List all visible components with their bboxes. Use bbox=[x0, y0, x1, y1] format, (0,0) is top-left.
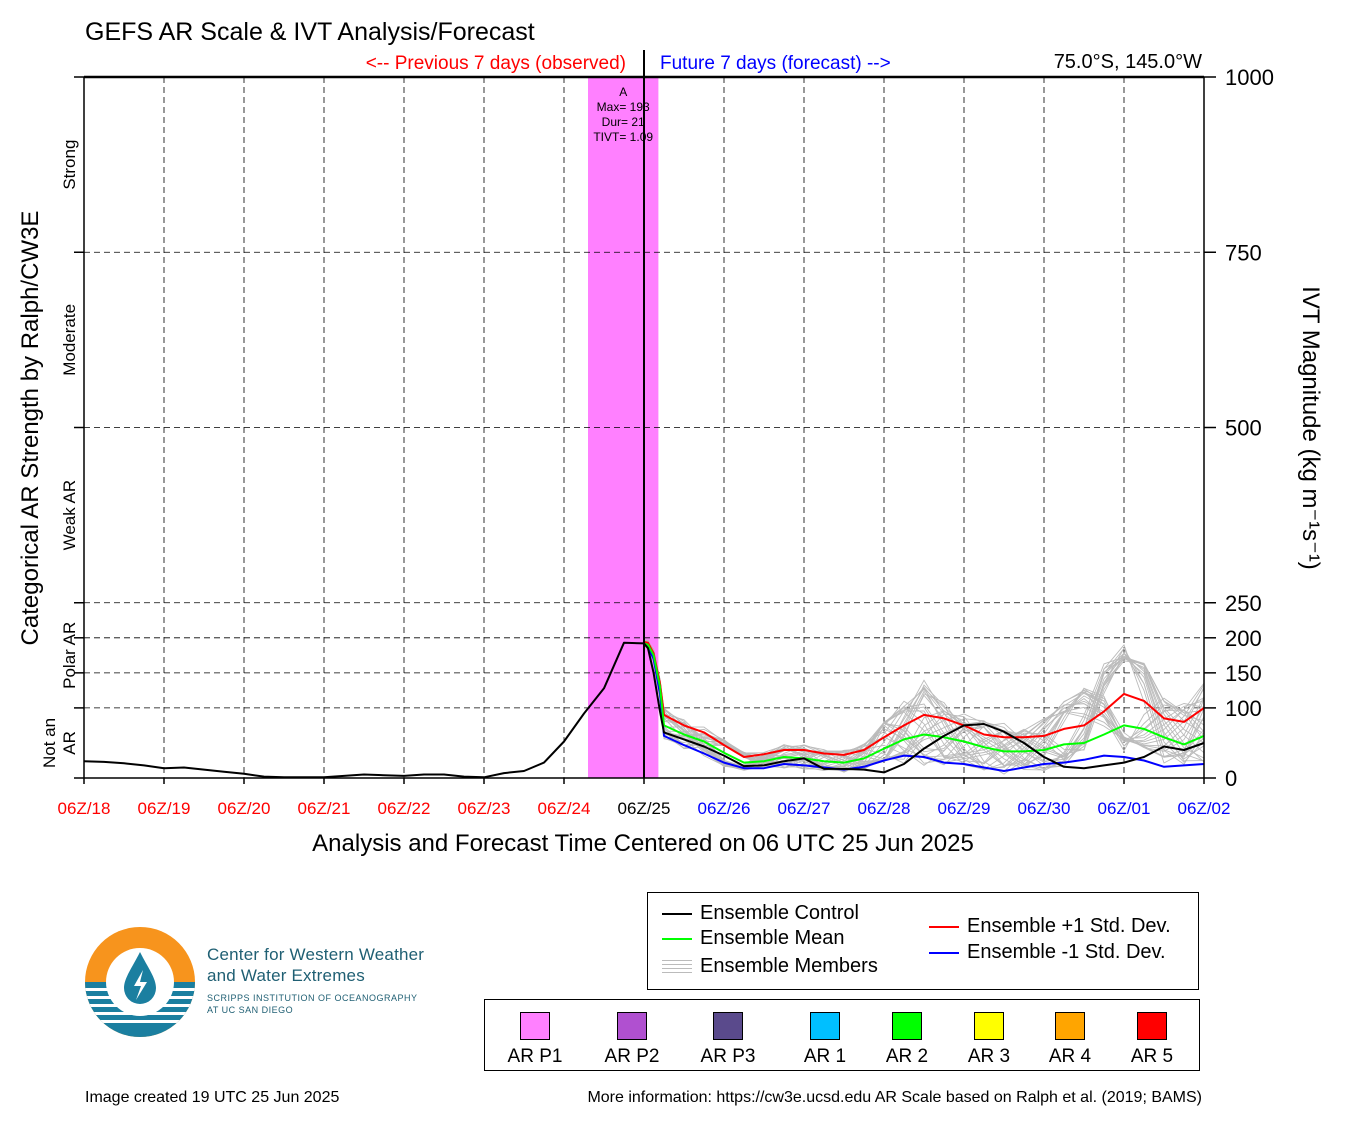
future-period-label: Future 7 days (forecast) --> bbox=[660, 53, 891, 74]
ar-category-3: AR 3 bbox=[949, 1012, 1029, 1068]
legend-label-mean: Ensemble Mean bbox=[700, 927, 845, 949]
x-tick-label: 06Z/01 bbox=[1098, 799, 1151, 818]
ar-category-label: AR 3 bbox=[967, 1046, 1011, 1067]
category-label: Strong bbox=[60, 140, 79, 190]
logo-subtitle: SCRIPPS INSTITUTION OF OCEANOGRAPHY AT U… bbox=[207, 993, 418, 1015]
x-tick-label: 06Z/21 bbox=[298, 799, 351, 818]
ar-category-4: AR 4 bbox=[1030, 1012, 1110, 1068]
ar-category-label: AR 5 bbox=[1130, 1046, 1174, 1067]
legend-item-control: Ensemble Control bbox=[662, 902, 859, 925]
ar-category-1: AR 1 bbox=[785, 1012, 865, 1068]
ar-category-swatch bbox=[520, 1012, 550, 1040]
y-tick-label: 100 bbox=[1225, 696, 1262, 721]
ar-category-label: AR 4 bbox=[1048, 1046, 1092, 1067]
ar-category-legend: AR P1 AR P2 AR P3 AR 1 AR 2 AR 3 AR 4 AR… bbox=[484, 999, 1200, 1071]
category-label: Moderate bbox=[60, 304, 79, 376]
ar-category-swatch bbox=[713, 1012, 743, 1040]
legend-item-members: Ensemble Members bbox=[662, 955, 878, 978]
ar-event-annotation: A bbox=[619, 85, 627, 99]
x-tick-label: 06Z/29 bbox=[938, 799, 991, 818]
previous-period-label: <-- Previous 7 days (observed) bbox=[366, 53, 626, 74]
ar-category-label: AR P1 bbox=[507, 1046, 563, 1067]
ar-category-swatch bbox=[810, 1012, 840, 1040]
y-tick-label: 500 bbox=[1225, 416, 1262, 441]
location-label: 75.0°S, 145.0°W bbox=[1054, 51, 1202, 73]
y-tick-label: 750 bbox=[1225, 240, 1262, 265]
x-tick-label: 06Z/18 bbox=[58, 799, 111, 818]
category-label: Weak AR bbox=[60, 480, 79, 551]
ensemble-minus-std-line bbox=[643, 643, 1205, 772]
left-axis-title: Categorical AR Strength by Ralph/CW3E bbox=[17, 211, 44, 646]
right-axis-title: IVT Magnitude (kg m⁻¹s⁻¹) bbox=[1297, 286, 1324, 570]
ar-category-label: AR P2 bbox=[604, 1046, 660, 1067]
ensemble-member-line bbox=[643, 640, 1205, 773]
x-tick-label: 06Z/19 bbox=[138, 799, 191, 818]
legend-swatch-minus-std bbox=[929, 951, 959, 954]
x-tick-label: 06Z/02 bbox=[1178, 799, 1231, 818]
ar-category-label: AR P3 bbox=[700, 1046, 756, 1067]
y-tick-label: 1000 bbox=[1225, 65, 1274, 90]
ensemble-mean-line bbox=[643, 642, 1205, 764]
ar-event-annotation: Dur= 21 bbox=[602, 115, 645, 129]
x-tick-label: 06Z/25 bbox=[618, 799, 671, 818]
ar-event-annotation: TIVT= 1.09 bbox=[593, 130, 653, 144]
ar-category-p1: AR P1 bbox=[495, 1012, 575, 1068]
legend-swatch-control bbox=[662, 912, 692, 915]
y-tick-label: 250 bbox=[1225, 591, 1262, 616]
ensemble-member-line bbox=[643, 644, 1205, 767]
x-tick-label: 06Z/30 bbox=[1018, 799, 1071, 818]
logo-name: Center for Western Weather and Water Ext… bbox=[207, 945, 425, 985]
ar-category-label: AR 1 bbox=[803, 1046, 847, 1067]
ar-category-label: AR 2 bbox=[885, 1046, 929, 1067]
ivt-chart: 0 100 150 200 250 500 750 1000 06Z/18 06Z/19 06Z/2… bbox=[17, 18, 1324, 857]
logo-text: Center for Western Weather and Water Ext… bbox=[207, 944, 424, 1016]
legend-label-control: Ensemble Control bbox=[700, 902, 859, 924]
ar-category-5: AR 5 bbox=[1112, 1012, 1192, 1068]
ar-event-annotation: Max= 193 bbox=[597, 100, 650, 114]
x-tick-label: 06Z/26 bbox=[698, 799, 751, 818]
ar-category-swatch bbox=[892, 1012, 922, 1040]
legend-label-plus-std: Ensemble +1 Std. Dev. bbox=[967, 915, 1171, 937]
cw3e-logo bbox=[85, 927, 195, 1037]
ensemble-member-line bbox=[643, 639, 1205, 767]
footer-info: More information: https://cw3e.ucsd.edu … bbox=[587, 1089, 1202, 1106]
chart-title: GEFS AR Scale & IVT Analysis/Forecast bbox=[85, 18, 535, 46]
ar-category-swatch bbox=[617, 1012, 647, 1040]
ensemble-member-line bbox=[643, 645, 1205, 771]
x-axis-title: Analysis and Forecast Time Centered on 0… bbox=[312, 830, 974, 857]
legend-label-minus-std: Ensemble -1 Std. Dev. bbox=[967, 941, 1166, 963]
x-tick-label: 06Z/24 bbox=[538, 799, 591, 818]
legend-item-mean: Ensemble Mean bbox=[662, 927, 845, 950]
ensemble-plus-std-line bbox=[643, 641, 1205, 758]
y-tick-label: 200 bbox=[1225, 626, 1262, 651]
legend-label-members: Ensemble Members bbox=[700, 955, 878, 977]
ensemble-control-line bbox=[83, 641, 1205, 779]
category-label: Polar AR bbox=[60, 622, 79, 689]
ar-category-p2: AR P2 bbox=[592, 1012, 672, 1068]
x-tick-label: 06Z/27 bbox=[778, 799, 831, 818]
y-tick-label: 150 bbox=[1225, 661, 1262, 686]
legend-swatch-members bbox=[662, 959, 692, 974]
legend-item-minus-std: Ensemble -1 Std. Dev. bbox=[929, 941, 1166, 964]
ar-category-swatch bbox=[974, 1012, 1004, 1040]
legend-item-plus-std: Ensemble +1 Std. Dev. bbox=[929, 915, 1171, 938]
legend-swatch-mean bbox=[662, 937, 692, 940]
ensemble-member-line bbox=[643, 640, 1205, 768]
ar-category-swatch bbox=[1137, 1012, 1167, 1040]
legend-swatch-plus-std bbox=[929, 925, 959, 928]
y-tick-label: 0 bbox=[1225, 766, 1237, 791]
x-tick-label: 06Z/22 bbox=[378, 799, 431, 818]
footer-created: Image created 19 UTC 25 Jun 2025 bbox=[85, 1089, 340, 1106]
series-legend: Ensemble Control Ensemble Mean Ensemble … bbox=[647, 892, 1199, 990]
ar-category-swatch bbox=[1055, 1012, 1085, 1040]
ar-category-p3: AR P3 bbox=[688, 1012, 768, 1068]
category-label: Not an bbox=[40, 718, 59, 768]
x-tick-label: 06Z/23 bbox=[458, 799, 511, 818]
x-tick-label: 06Z/20 bbox=[218, 799, 271, 818]
ar-category-2: AR 2 bbox=[867, 1012, 947, 1068]
category-label: AR bbox=[60, 731, 79, 755]
x-tick-label: 06Z/28 bbox=[858, 799, 911, 818]
ensemble-member-line bbox=[643, 641, 1205, 771]
ensemble-member-line bbox=[643, 642, 1205, 770]
